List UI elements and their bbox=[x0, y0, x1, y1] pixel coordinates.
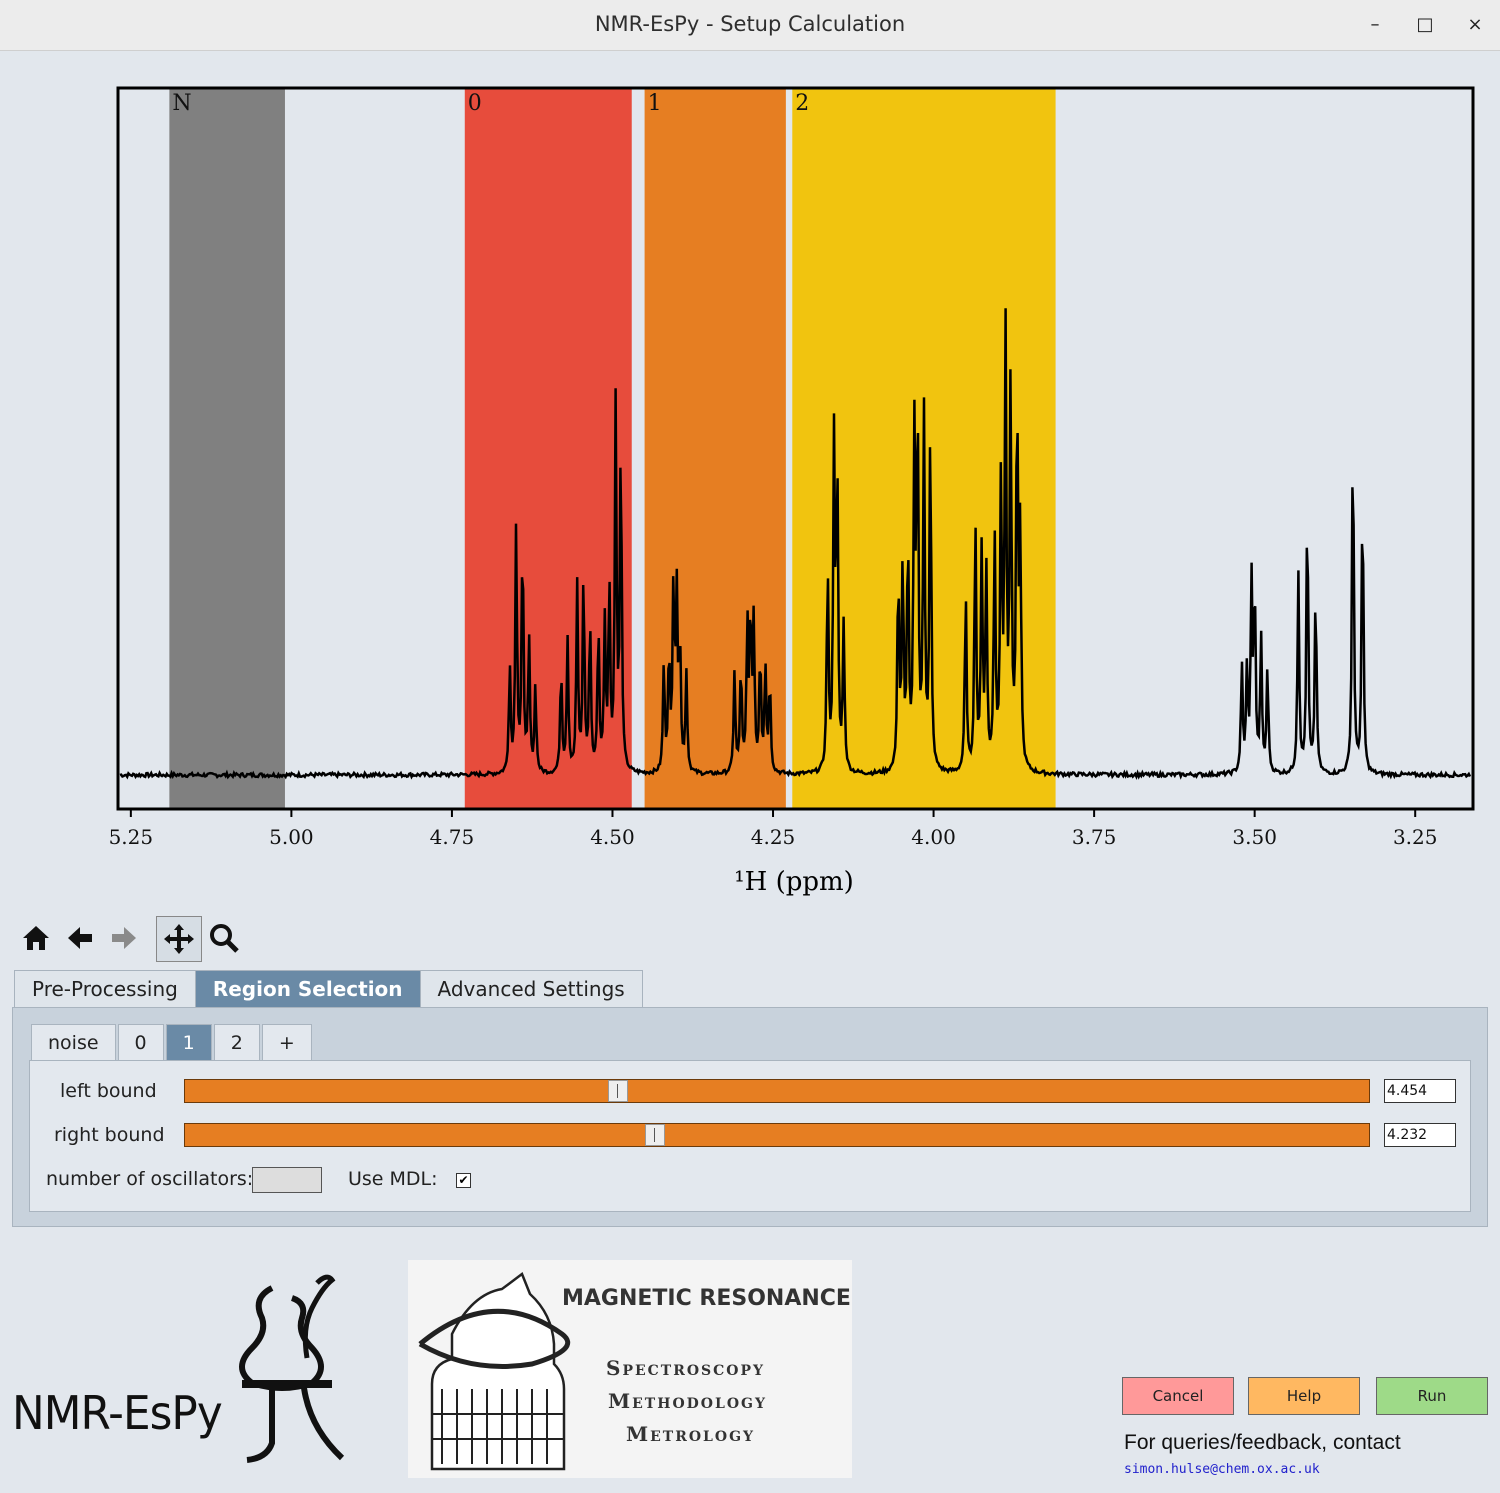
spectrum-plot[interactable]: N 0 1 2 5.25 5.00 4.75 4.50 4.25 4.00 3.75 3.50 3.2… bbox=[0, 52, 1500, 902]
plot-toolbar bbox=[14, 916, 246, 962]
tab-advanced-settings[interactable]: Advanced Settings bbox=[419, 970, 643, 1007]
mr-line-metrology: Metrology bbox=[626, 1422, 756, 1446]
magnetic-resonance-logo: MAGNETIC RESONANCE Spectroscopy Methodol… bbox=[408, 1260, 852, 1478]
region-controls: left bound 4.454 right bound 4.232 numbe… bbox=[29, 1060, 1471, 1212]
help-button[interactable]: Help bbox=[1248, 1377, 1360, 1415]
close-button[interactable]: × bbox=[1467, 14, 1483, 35]
region-label-2: 2 bbox=[795, 91, 809, 116]
tab-pre-processing[interactable]: Pre-Processing bbox=[14, 970, 196, 1007]
region-tab-2[interactable]: 2 bbox=[213, 1024, 260, 1061]
mr-line-methodology: Methodology bbox=[608, 1389, 767, 1413]
left-bound-slider-handle[interactable] bbox=[608, 1080, 629, 1102]
x-tick-label: 4.00 bbox=[911, 825, 956, 849]
x-tick-label: 4.75 bbox=[430, 825, 475, 849]
espy-flask-logo bbox=[239, 1274, 345, 1463]
spectrum-line bbox=[119, 308, 1472, 781]
region-label-0: 0 bbox=[468, 91, 482, 116]
oscillators-label: number of oscillators: bbox=[46, 1168, 254, 1190]
minimize-button[interactable]: – bbox=[1370, 14, 1380, 35]
mr-line-spectroscopy: Spectroscopy bbox=[606, 1356, 766, 1380]
x-tick-label: 4.25 bbox=[751, 825, 796, 849]
tab-region-selection[interactable]: Region Selection bbox=[194, 970, 421, 1007]
run-button[interactable]: Run bbox=[1376, 1377, 1488, 1415]
zoom-icon[interactable] bbox=[202, 916, 246, 960]
forward-arrow-icon[interactable] bbox=[102, 916, 146, 960]
right-bound-input[interactable]: 4.232 bbox=[1384, 1123, 1456, 1147]
region-tab-0[interactable]: 0 bbox=[117, 1024, 164, 1061]
add-region-tab[interactable]: + bbox=[261, 1024, 312, 1061]
region-tabs: noise 0 1 2 + bbox=[31, 1024, 314, 1061]
radcliffe-camera-drawing bbox=[418, 1272, 571, 1471]
x-tick-label: 4.50 bbox=[590, 825, 635, 849]
left-bound-input[interactable]: 4.454 bbox=[1384, 1079, 1456, 1103]
back-arrow-icon[interactable] bbox=[58, 916, 102, 960]
region-tab-1[interactable]: 1 bbox=[165, 1024, 212, 1061]
region-label-N: N bbox=[172, 91, 191, 116]
right-bound-slider-handle[interactable] bbox=[644, 1124, 665, 1146]
toolbar-separator bbox=[146, 916, 156, 960]
x-tick-label: 5.25 bbox=[109, 825, 154, 849]
right-bound-slider[interactable] bbox=[184, 1123, 1370, 1147]
espy-logo-text: NMR-EsPy bbox=[12, 1386, 223, 1440]
region-tab-noise[interactable]: noise bbox=[31, 1024, 116, 1061]
mr-title: MAGNETIC RESONANCE bbox=[562, 1286, 851, 1311]
x-tick-label: 3.75 bbox=[1072, 825, 1117, 849]
pan-icon[interactable] bbox=[156, 916, 202, 962]
contact-text: For queries/feedback, contact bbox=[1124, 1431, 1401, 1454]
window-title: NMR-EsPy - Setup Calculation bbox=[594, 12, 906, 36]
title-bar: NMR-EsPy - Setup Calculation – □ × bbox=[0, 0, 1500, 51]
region-selection-panel: noise 0 1 2 + left bound 4.454 right bou… bbox=[12, 1007, 1488, 1227]
mdl-checkbox[interactable]: ✔ bbox=[456, 1173, 471, 1188]
right-bound-label: right bound bbox=[54, 1124, 165, 1146]
region-label-1: 1 bbox=[648, 91, 662, 116]
mdl-label: Use MDL: bbox=[348, 1168, 438, 1190]
home-icon[interactable] bbox=[14, 916, 58, 960]
x-axis-label: ¹H (ppm) bbox=[734, 867, 854, 897]
x-tick-label: 5.00 bbox=[269, 825, 314, 849]
left-bound-slider[interactable] bbox=[184, 1079, 1370, 1103]
contact-email-link[interactable]: simon.hulse@chem.ox.ac.uk bbox=[1124, 1462, 1320, 1477]
main-tabs: Pre-Processing Region Selection Advanced… bbox=[14, 970, 643, 1007]
left-bound-label: left bound bbox=[60, 1080, 157, 1102]
plot-frame bbox=[116, 86, 1475, 811]
maximize-button[interactable]: □ bbox=[1416, 14, 1434, 35]
x-tick-label: 3.50 bbox=[1232, 825, 1277, 849]
region-band-N[interactable] bbox=[169, 88, 285, 809]
x-tick-label: 3.25 bbox=[1393, 825, 1438, 849]
cancel-button[interactable]: Cancel bbox=[1122, 1377, 1234, 1415]
oscillators-input[interactable] bbox=[252, 1167, 322, 1193]
